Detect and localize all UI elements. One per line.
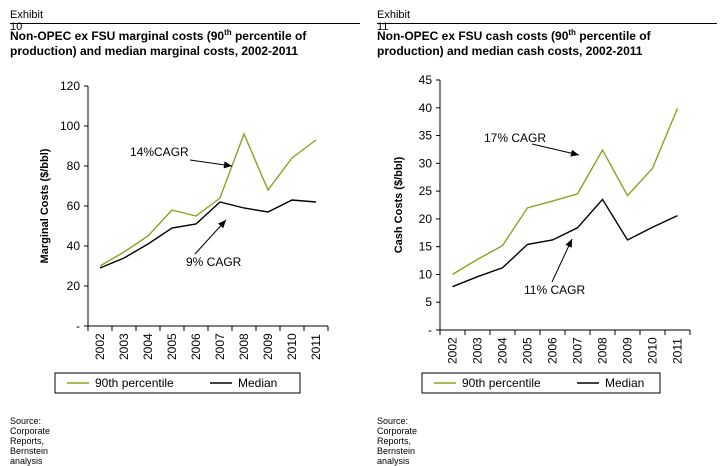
title-sup: th: [568, 28, 576, 37]
arrow-head: [223, 161, 232, 169]
x-tick-label: 2010: [646, 337, 660, 364]
x-tick-label: 2011: [671, 338, 685, 364]
legend-label: Median: [605, 376, 644, 390]
legend-box: [54, 372, 301, 394]
x-tick-label: 2005: [521, 337, 535, 364]
y-axis-label: Cash Costs ($/bbl): [393, 156, 405, 253]
y-tick-label: 15: [419, 240, 433, 254]
y-tick-label: 40: [419, 101, 433, 115]
legend-label: 90th percentile: [462, 376, 541, 390]
y-tick-label: 100: [60, 119, 80, 133]
x-tick-label: 2008: [596, 337, 610, 364]
x-tick-label: 2004: [141, 333, 155, 360]
title-part-b: percentile of: [231, 29, 307, 43]
marginal-costs-chart: - 20 40 60 80 100 120 2002 2003 2004 2005 2006 2007 2…: [39, 79, 329, 394]
exhibit-label: Exhibit 11: [377, 9, 411, 33]
legend-label: Median: [238, 376, 277, 390]
x-tick-label: 2006: [546, 337, 560, 364]
legend-label: 90th percentile: [95, 376, 174, 390]
title-part-a: Non-OPEC ex FSU cash costs (90: [377, 29, 569, 43]
x-tick-label: 2002: [93, 333, 107, 360]
y-tick-label: 45: [419, 73, 433, 87]
y-tick-label: 5: [425, 295, 432, 309]
x-tick-label: 2010: [285, 333, 299, 360]
y-tick-label: 60: [67, 199, 81, 213]
x-tick-label: 2003: [117, 333, 131, 360]
x-tick-label: 2008: [237, 333, 251, 360]
x-tick-label: 2004: [496, 337, 510, 364]
y-tick-label: 30: [419, 156, 433, 170]
x-tick-label: 2007: [571, 337, 585, 364]
title-part-a: Non-OPEC ex FSU marginal costs (90: [10, 29, 225, 43]
exhibit-rule: [10, 23, 360, 24]
x-tick-label: 2006: [189, 333, 203, 360]
y-tick-label: 20: [67, 279, 81, 293]
exhibit-title: Non-OPEC ex FSU marginal costs (90th per…: [10, 25, 306, 59]
y-axis-label: Marginal Costs ($/bbl): [39, 148, 51, 263]
annotation-label: 11% CAGR: [524, 283, 585, 297]
percentile-series-line: [452, 108, 679, 276]
title-sup: th: [224, 28, 232, 37]
y-tick-label: 80: [67, 159, 81, 173]
percentile-series-line: [99, 132, 317, 267]
arrow-head: [218, 220, 226, 229]
exhibit-label: Exhibit 10: [10, 9, 44, 33]
annotation-label: 17% CAGR: [484, 131, 546, 145]
exhibit-rule: [377, 23, 717, 24]
y-tick-label: 120: [60, 79, 80, 93]
y-tick-label: 35: [419, 129, 433, 143]
x-tick-label: 2009: [621, 337, 635, 364]
exhibit-title: Non-OPEC ex FSU cash costs (90th percent…: [377, 25, 651, 59]
median-series-line: [452, 198, 678, 288]
y-tick-label: 25: [419, 184, 433, 198]
y-tick-label: 20: [419, 212, 433, 226]
cash-costs-chart: - 5 10 15 20 25 30 35 40 45 2002 2003 2004 2005 2006 20…: [393, 73, 691, 394]
annotation-label: 9% CAGR: [186, 255, 242, 269]
x-tick-label: 2005: [165, 333, 179, 360]
title-part-b: percentile of: [575, 29, 651, 43]
y-tick-label: -: [76, 319, 80, 333]
title-line-2: production) and median cash costs, 2002-…: [377, 44, 643, 58]
median-series-line: [99, 199, 317, 269]
arrow-head: [565, 239, 572, 248]
legend-box: [421, 372, 661, 394]
arrow-head: [570, 149, 579, 157]
x-tick-label: 2011: [309, 334, 323, 360]
source-note: Source: Corporate Reports, Bernstein ana…: [377, 416, 418, 466]
source-note: Source: Corporate Reports, Bernstein ana…: [10, 416, 51, 466]
annotation-label: 14%CAGR: [130, 145, 189, 159]
x-tick-label: 2003: [471, 337, 485, 364]
y-tick-label: -: [428, 323, 432, 337]
x-tick-label: 2009: [261, 333, 275, 360]
annotation-arrow: [531, 143, 580, 156]
y-tick-label: 10: [419, 267, 433, 281]
x-tick-label: 2007: [213, 333, 227, 360]
x-tick-label: 2002: [446, 337, 460, 364]
y-tick-label: 40: [67, 239, 81, 253]
title-line-2: production) and median marginal costs, 2…: [10, 44, 299, 58]
